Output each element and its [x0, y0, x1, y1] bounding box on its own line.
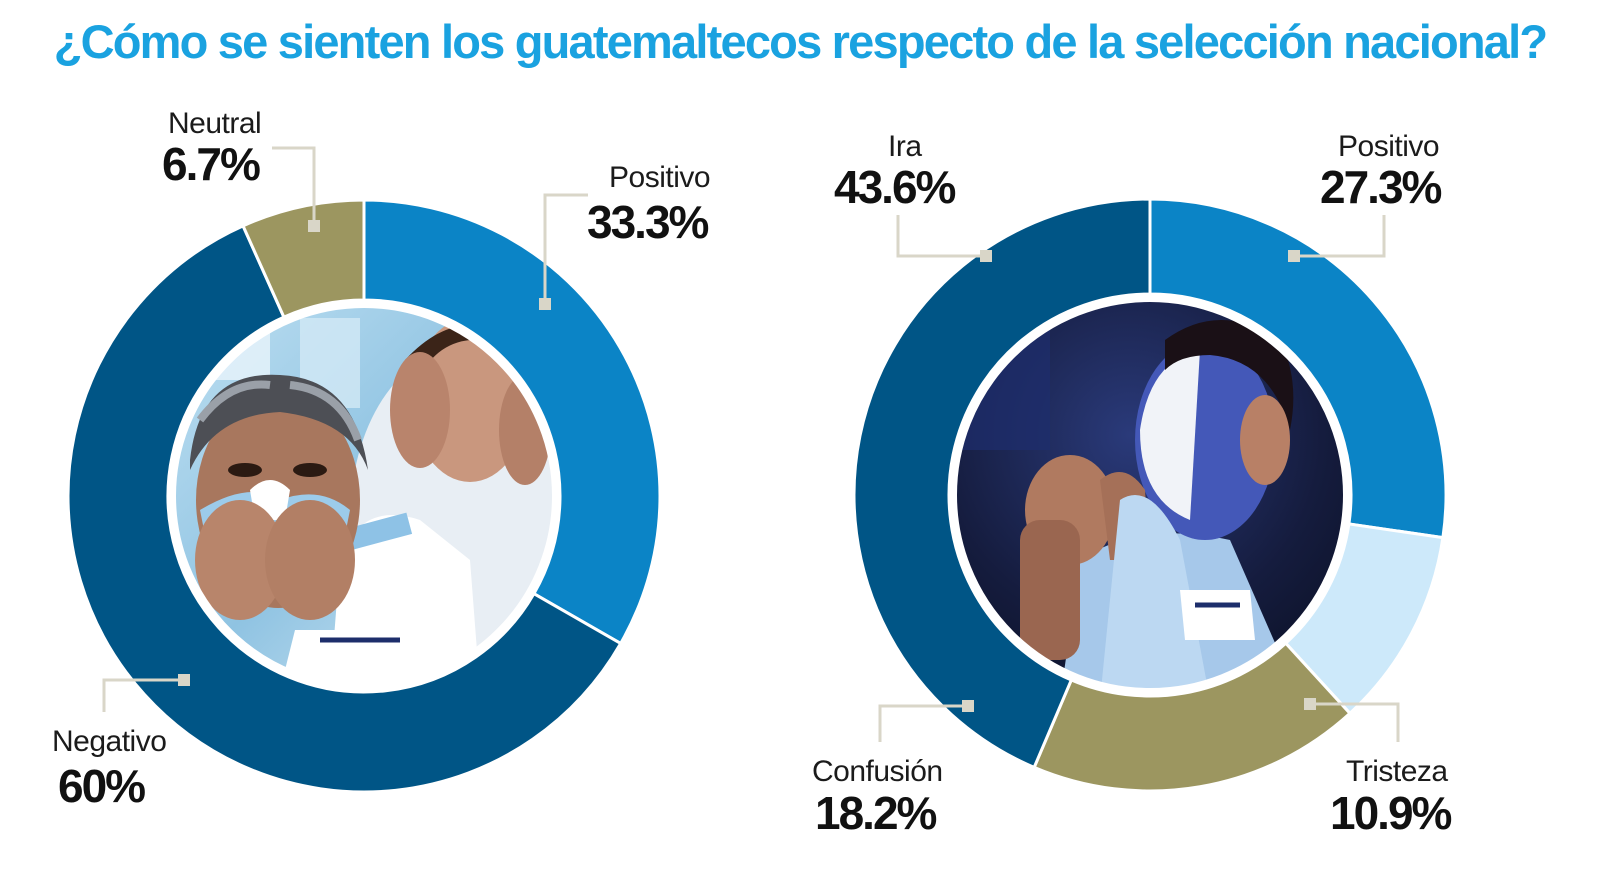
leader-tristeza: [1310, 702, 1400, 742]
value-tristeza: 10.9%: [1330, 787, 1452, 839]
leader-positivo-1: [543, 193, 588, 304]
slice-ira: [852, 197, 1152, 770]
donut-chart-1: Neutral 6.7% Positivo 33.3% Negativo 60%: [52, 107, 711, 812]
label-tristeza: Tristeza: [1346, 755, 1448, 788]
chart-title: ¿Cómo se sienten los guatemaltecos respe…: [53, 15, 1548, 68]
donut-1-slices: [66, 198, 662, 794]
value-neutral: 6.7%: [162, 138, 260, 190]
leader-neutral: [272, 146, 316, 226]
value-confusion: 18.2%: [815, 787, 937, 839]
value-positivo-2: 27.3%: [1320, 161, 1442, 213]
donut-2-slices: [852, 197, 1448, 793]
photo-fan-with-painted-face: [955, 300, 1345, 690]
value-ira: 43.6%: [834, 161, 956, 213]
slice-negativo: [66, 223, 623, 794]
label-ira: Ira: [888, 130, 922, 163]
slice-positivo: [362, 198, 662, 646]
leader-confusion: [878, 704, 968, 742]
slice-neutral: [241, 198, 366, 320]
value-positivo-1: 33.3%: [587, 196, 709, 248]
donut-chart-2: Ira 43.6% Positivo 27.3% Confusión 18.2%…: [812, 130, 1454, 839]
leader-negativo: [102, 678, 184, 712]
label-positivo-2: Positivo: [1338, 130, 1439, 163]
value-negativo: 60%: [58, 760, 145, 812]
label-positivo-1: Positivo: [609, 161, 710, 194]
leader-positivo-2: [1294, 215, 1386, 258]
label-neutral: Neutral: [168, 107, 261, 140]
leader-ira: [896, 215, 986, 258]
label-confusion: Confusión: [812, 755, 943, 788]
label-negativo: Negativo: [52, 725, 166, 758]
slice-positivo: [1148, 197, 1448, 540]
